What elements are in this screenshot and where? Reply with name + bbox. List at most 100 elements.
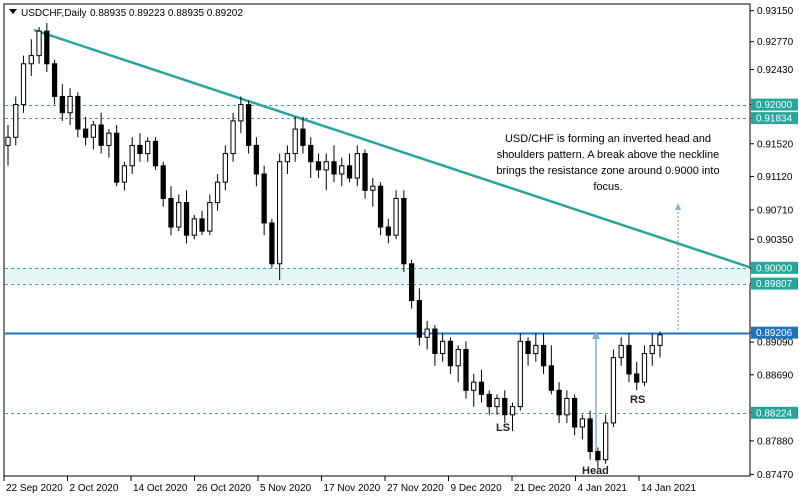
candle	[571, 394, 578, 436]
price-tag-label: 0.91834	[756, 114, 793, 125]
price-tick-label: 0.91520	[757, 139, 794, 150]
right-shoulder-label: RS	[630, 394, 645, 406]
candle-body-bullish	[424, 328, 430, 338]
candle	[145, 137, 151, 162]
candle	[626, 333, 632, 383]
price-tag	[751, 261, 798, 274]
candle-body-bullish	[238, 104, 244, 122]
price-tag	[751, 326, 798, 339]
candle-body-bullish	[230, 120, 236, 155]
time-tick-label: 27 Nov 2020	[387, 483, 444, 494]
candle-body-bearish	[486, 393, 492, 408]
candle-body-bullish	[106, 132, 112, 146]
candle-body-bearish	[114, 132, 120, 183]
candle-body-bullish	[191, 218, 197, 236]
dropdown-triangle-icon[interactable]	[9, 9, 17, 14]
candle	[346, 153, 353, 183]
neckline-arrow	[592, 331, 600, 462]
resistance-zone-layer	[5, 267, 750, 284]
candle-body-bullish	[494, 397, 500, 408]
price-tag	[751, 277, 798, 290]
candle-body-bearish	[556, 389, 562, 416]
candle-body-bearish	[199, 218, 205, 232]
candle	[13, 96, 19, 146]
time-tick-label: 14 Jan 2021	[641, 483, 696, 494]
candle	[564, 390, 570, 423]
candle-body-bearish	[75, 95, 81, 130]
candle	[90, 120, 97, 150]
candle	[28, 39, 34, 77]
candle	[253, 137, 260, 187]
candle-body-bullish	[370, 185, 376, 191]
annotation-line: USD/CHF is forming an inverted head and	[505, 133, 711, 145]
candle-body-bearish	[51, 63, 58, 97]
candle-body-bearish	[571, 397, 578, 428]
candle	[269, 218, 275, 268]
candle	[331, 145, 337, 183]
price-tick-label: 0.87470	[757, 470, 794, 481]
candle-body-bullish	[207, 202, 213, 232]
candle	[603, 414, 609, 464]
candle	[238, 96, 244, 134]
candle-body-bullish	[393, 197, 399, 236]
candle	[308, 137, 314, 179]
candle-body-bullish	[323, 161, 329, 171]
candle	[183, 190, 190, 244]
time-tick-label: 26 Oct 2020	[197, 483, 252, 494]
candle-body-bullish	[121, 165, 128, 183]
candle	[20, 55, 27, 113]
candle-body-bearish	[385, 226, 391, 236]
candle-body-bearish	[160, 165, 166, 199]
price-tick-label: 0.89090	[757, 338, 794, 349]
candle-body-bullish	[176, 202, 182, 228]
candle-body-bullish	[533, 344, 539, 355]
candle-body-bullish	[129, 144, 135, 167]
levels-layer	[5, 105, 750, 414]
candle	[579, 414, 586, 440]
candle-body-bearish	[478, 381, 485, 395]
candle-body-bearish	[137, 144, 143, 155]
candle-body-bearish	[634, 373, 640, 383]
candle	[525, 337, 531, 366]
candle	[641, 345, 648, 387]
candle	[447, 337, 454, 374]
candle-body-bullish	[36, 30, 42, 57]
candle	[618, 337, 624, 366]
candle	[610, 349, 617, 428]
candle-body-bullish	[440, 340, 446, 355]
candle-body-bullish	[579, 418, 586, 428]
ohlc-values: 0.88935 0.89223 0.88935 0.89202	[90, 8, 243, 19]
price-tag-label: 0.89807	[756, 279, 793, 290]
candle	[486, 390, 492, 415]
candle	[67, 88, 73, 125]
candle	[98, 112, 104, 154]
candle	[160, 161, 166, 207]
price-tick-label: 0.90710	[757, 205, 794, 216]
candle	[424, 320, 430, 350]
candle-body-bullish	[657, 334, 663, 346]
price-tick-label: 0.90350	[757, 235, 794, 246]
candle	[509, 402, 516, 432]
candle-body-bullish	[603, 422, 609, 461]
price-tick-label: 0.91120	[757, 172, 793, 183]
candle	[533, 333, 539, 362]
candle	[502, 390, 508, 423]
candle	[354, 145, 360, 187]
candle	[59, 84, 65, 121]
candle-body-bullish	[354, 153, 360, 179]
candle-body-bullish	[564, 397, 570, 416]
candle-body-bullish	[618, 344, 624, 359]
candle	[440, 333, 446, 362]
price-tag-label: 0.92000	[756, 100, 793, 111]
candle	[393, 190, 399, 240]
candle	[455, 345, 461, 383]
left-shoulder-label: LS	[496, 422, 510, 434]
candle-body-bullish	[471, 381, 477, 391]
candle	[377, 182, 384, 236]
candle-body-bullish	[13, 104, 19, 138]
candle	[323, 153, 329, 191]
candle	[222, 145, 228, 191]
candle	[385, 218, 391, 244]
candle	[51, 59, 58, 105]
